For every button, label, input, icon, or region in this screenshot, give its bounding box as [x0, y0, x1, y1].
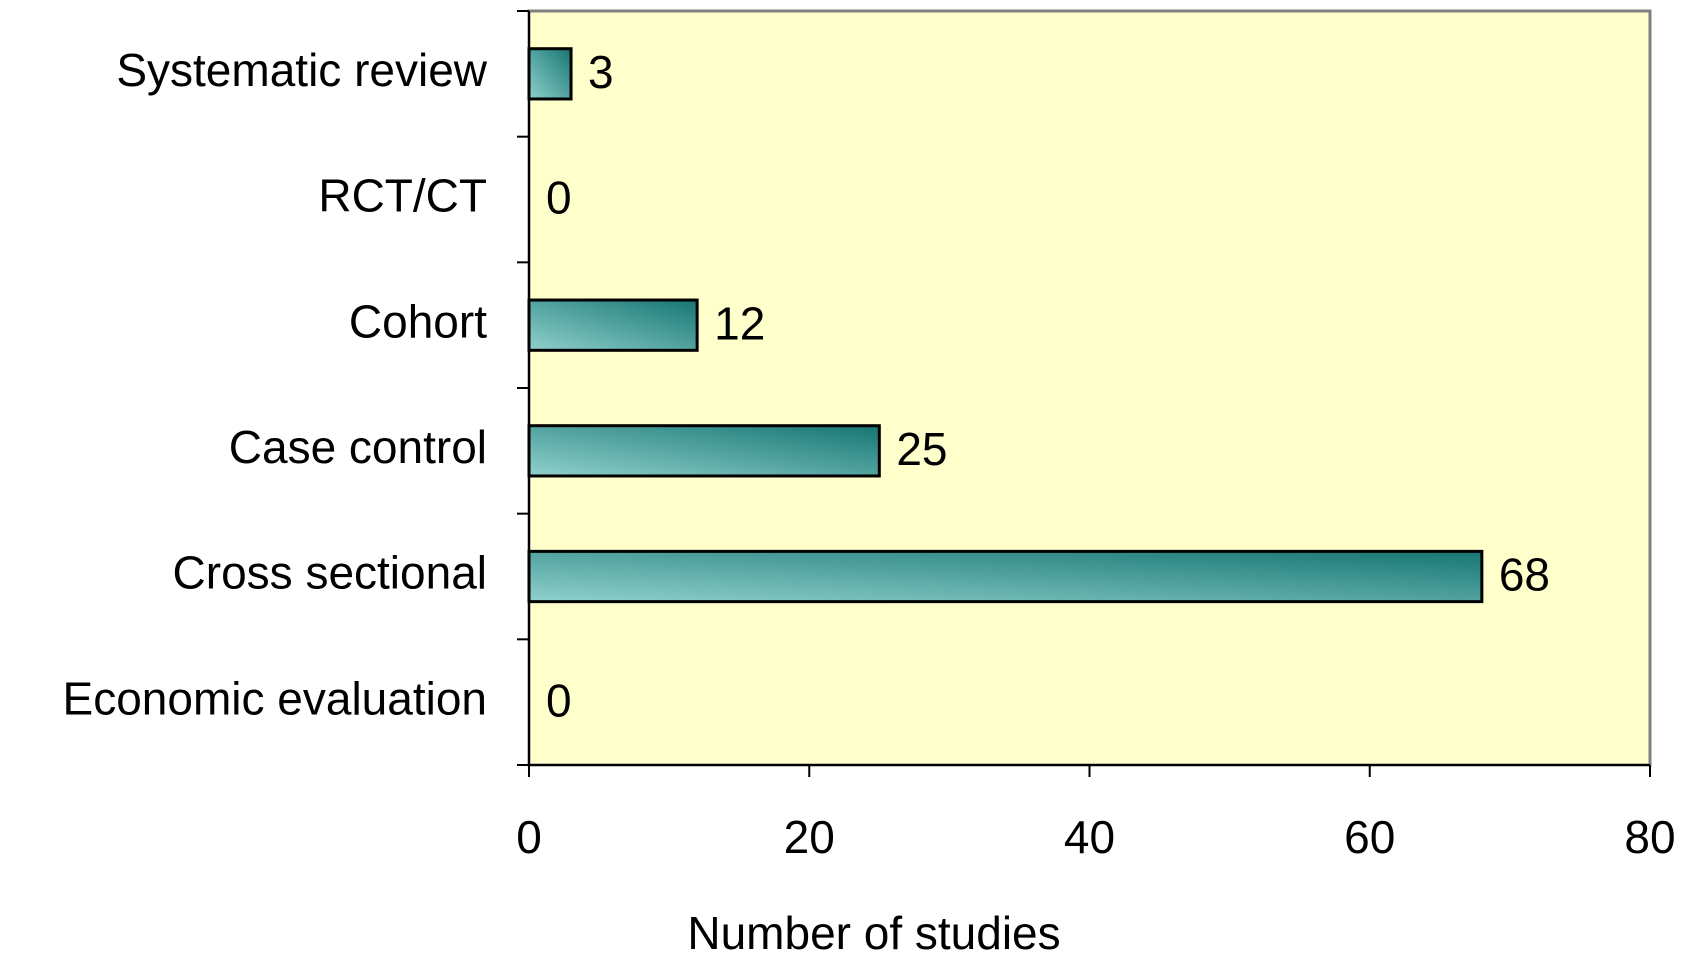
data-label: 12 [714, 297, 765, 349]
x-tick-label: 0 [516, 811, 542, 863]
y-tick-label: Economic evaluation [63, 672, 487, 724]
bar [527, 549, 1484, 604]
bar [527, 47, 573, 101]
x-tick-label: 40 [1064, 811, 1115, 863]
x-tick-label: 20 [784, 811, 835, 863]
y-tick-label: Cohort [349, 295, 487, 347]
data-label: 0 [546, 172, 572, 224]
x-axis-title: Number of studies [687, 907, 1060, 959]
y-tick-label: RCT/CT [318, 170, 487, 222]
bar [527, 298, 699, 352]
x-tick-label: 80 [1624, 811, 1675, 863]
bar [527, 424, 881, 478]
data-label: 68 [1499, 549, 1550, 601]
data-label: 0 [546, 674, 572, 726]
plot-area [527, 9, 1652, 767]
y-tick-label: Cross sectional [173, 547, 487, 599]
data-label: 25 [896, 423, 947, 475]
x-tick-label: 60 [1344, 811, 1395, 863]
y-tick-label: Systematic review [116, 44, 487, 96]
y-tick-label: Case control [229, 421, 487, 473]
data-label: 3 [588, 46, 614, 98]
